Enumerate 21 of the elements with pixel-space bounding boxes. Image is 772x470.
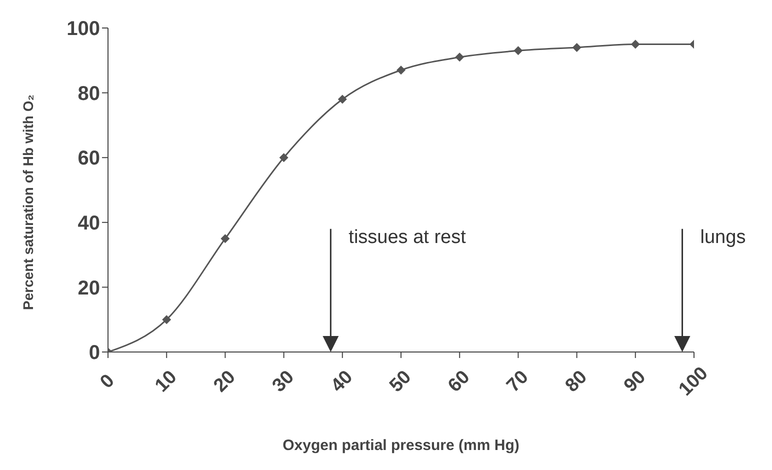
y-tick-label: 80 — [78, 82, 100, 105]
x-tick-label: 80 — [562, 366, 592, 397]
x-tick-label: 50 — [386, 366, 416, 397]
x-tick-label: 60 — [444, 366, 474, 397]
x-tick-label: 70 — [502, 366, 533, 397]
y-tick-label: 0 — [88, 342, 100, 364]
y-tick-label: 20 — [78, 277, 100, 300]
y-axis-title: Percent saturation of Hb with O₂ — [20, 94, 36, 310]
x-tick-label: 40 — [327, 366, 357, 397]
x-tick-label: 30 — [268, 366, 298, 397]
ref-line-label: lungs — [700, 226, 746, 248]
x-tick-label: 10 — [151, 366, 182, 397]
x-tick-label: 0 — [96, 370, 119, 393]
y-tick-label: 40 — [78, 212, 100, 234]
y-tick-label: 60 — [78, 148, 100, 170]
x-tick-label: 90 — [620, 366, 650, 397]
x-axis-title: Oxygen partial pressure (mm Hg) — [282, 437, 520, 454]
x-tick-label: 20 — [210, 366, 240, 397]
y-tick-label: 100 — [66, 18, 100, 40]
ref-line-label: tissues at rest — [348, 226, 467, 248]
x-tick-label: 100 — [675, 363, 712, 400]
